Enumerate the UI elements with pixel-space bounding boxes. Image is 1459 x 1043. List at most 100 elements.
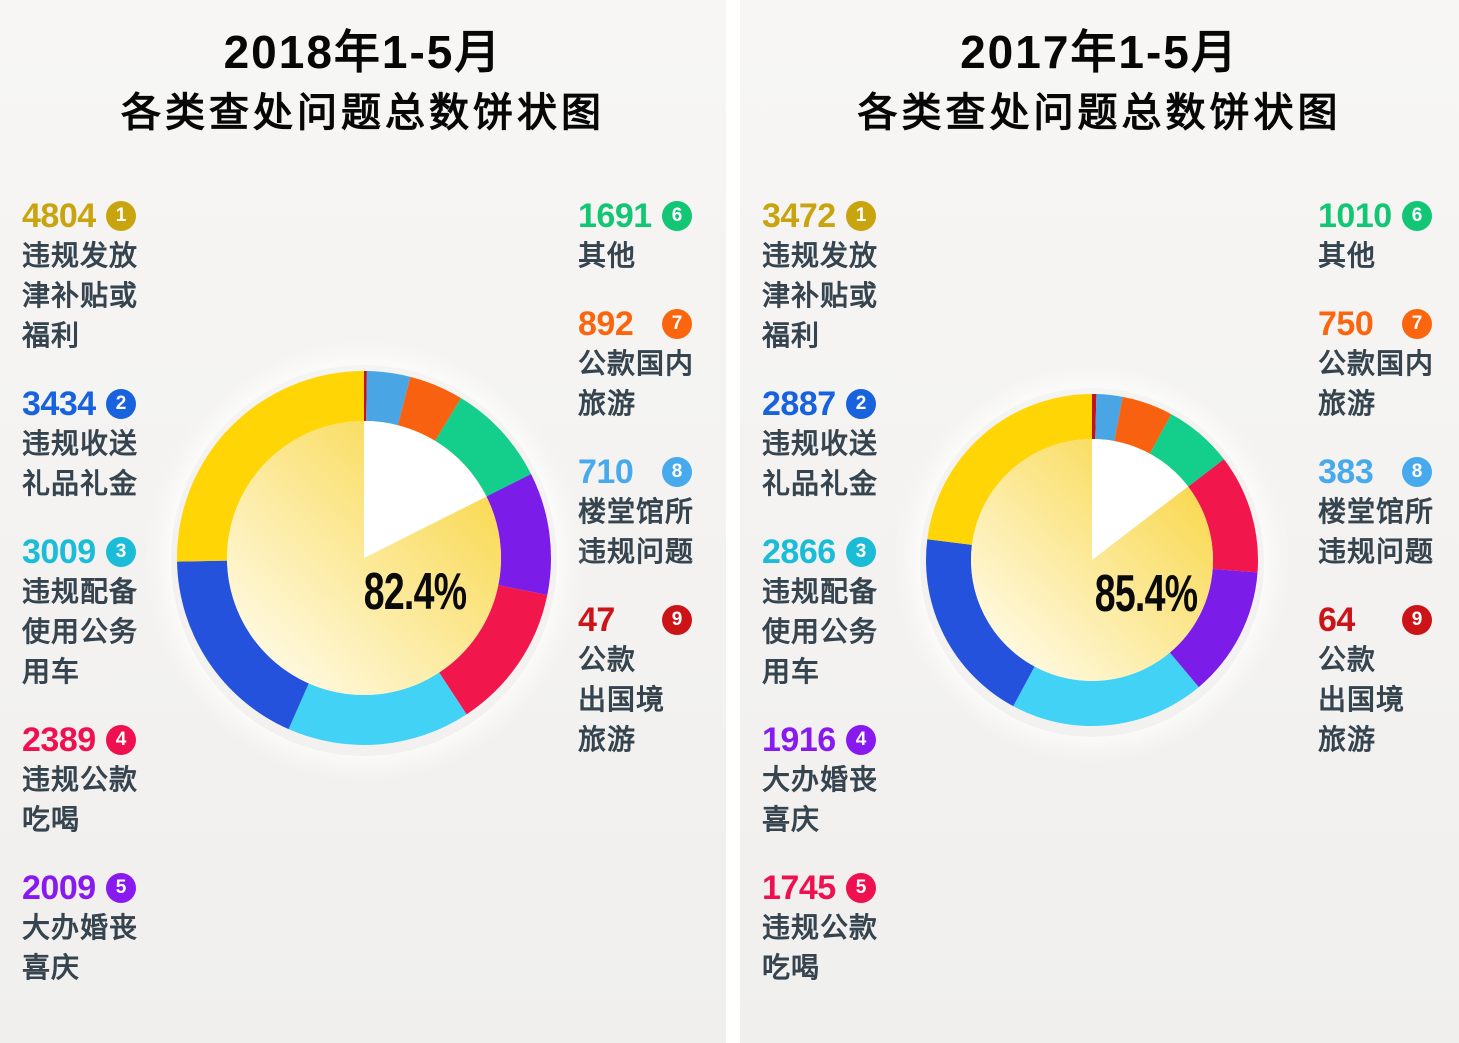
- legend-rank-badge: 5: [846, 873, 876, 903]
- legend-item: 710 8 楼堂馆所 违规问题: [578, 452, 728, 572]
- legend-value: 64: [1318, 600, 1355, 639]
- legend-item-head: 3434 2: [22, 384, 212, 424]
- legend-item: 1010 6 其他: [1318, 196, 1459, 276]
- legend-label-line: 旅游: [578, 388, 637, 419]
- legend-label-line: 旅游: [1318, 388, 1377, 419]
- legend-label: 公款 出国境 旅游: [1318, 640, 1459, 760]
- chart-title-line1: 2018年1-5月: [223, 26, 503, 78]
- legend-item: 47 9 公款 出国境 旅游: [578, 600, 728, 760]
- legend-rank-badge: 1: [846, 201, 876, 231]
- legend-value: 383: [1318, 452, 1374, 491]
- legend-item: 2866 3 违规配备使用公务用车: [762, 532, 952, 692]
- legend-item: 750 7 公款国内 旅游: [1318, 304, 1459, 424]
- legend-item-head: 383 8: [1318, 452, 1459, 492]
- legend-label: 违规配备 使用公务 用车: [22, 572, 212, 692]
- legend-item-head: 47 9: [578, 600, 728, 640]
- donut-slice-rank-2: [925, 539, 1035, 707]
- legend-label: 其他: [1318, 236, 1459, 276]
- legend-item: 2887 2 违规收送礼品礼金: [762, 384, 952, 504]
- legend-label-line: 津补贴或: [22, 280, 139, 311]
- legend-label-line: 大办婚丧: [762, 764, 879, 795]
- legend-label-line: 喜庆: [22, 952, 81, 983]
- legend-label: 违规公款 吃喝: [762, 908, 952, 988]
- legend-item-head: 64 9: [1318, 600, 1459, 640]
- legend-value: 2887: [762, 384, 836, 423]
- legend-value: 3472: [762, 196, 836, 235]
- legend-rank-badge: 4: [846, 725, 876, 755]
- legend-rank-badge: 3: [846, 537, 876, 567]
- donut-slice-rank-8: [1095, 394, 1123, 442]
- legend-rank-badge: 1: [106, 201, 136, 231]
- legend-label-line: 旅游: [1318, 724, 1377, 755]
- legend-label: 违规收送 礼品礼金: [22, 424, 212, 504]
- legend-label-line: 用车: [762, 656, 821, 687]
- legend-column-right: 1010 6 其他 750 7 公款国内 旅游 383 8 楼堂馆所 违规问题 64…: [1318, 196, 1459, 788]
- legend-rank-badge: 9: [1402, 605, 1432, 635]
- legend-value: 4804: [22, 196, 96, 235]
- legend-label-line: 出国境: [1318, 684, 1406, 715]
- donut-svg: [925, 394, 1258, 727]
- legend-label: 违规配备使用公务用车: [762, 572, 952, 692]
- legend-rank-badge: 7: [1402, 309, 1432, 339]
- legend-label-line: 违规发放: [762, 240, 879, 271]
- legend-label-line: 违规配备: [762, 576, 879, 607]
- donut-slice-rank-6: [435, 398, 532, 497]
- legend-label: 公款国内 旅游: [1318, 344, 1459, 424]
- legend-item-head: 710 8: [578, 452, 728, 492]
- legend-item: 892 7 公款国内 旅游: [578, 304, 728, 424]
- chart-panel-2017: 2017年1-5月 各类查处问题总数饼状图 3472 1 违规发放 津补贴或 福利 …: [740, 0, 1459, 1043]
- legend-label-line: 津补贴或: [762, 280, 879, 311]
- donut-slice-rank-3: [1013, 652, 1199, 727]
- donut-slice-rank-5: [486, 474, 551, 596]
- legend-item-head: 3472 1: [762, 196, 952, 236]
- legend-label-line: 喜庆: [762, 804, 821, 835]
- legend-item-head: 2866 3: [762, 532, 952, 572]
- legend-label-line: 使用公务: [22, 616, 139, 647]
- legend-item: 3472 1 违规发放 津补贴或 福利: [762, 196, 952, 356]
- legend-item: 3434 2 违规收送 礼品礼金: [22, 384, 212, 504]
- legend-item-head: 4804 1: [22, 196, 212, 236]
- legend-label-line: 违规发放: [22, 240, 139, 271]
- legend-label-line: 违规收送: [22, 428, 139, 459]
- legend-value: 1010: [1318, 196, 1392, 235]
- legend-label: 大办婚丧 喜庆: [22, 908, 212, 988]
- legend-label-line: 其他: [578, 240, 637, 271]
- legend-value: 47: [578, 600, 615, 639]
- donut-slice-rank-7: [1114, 396, 1172, 454]
- legend-label-line: 福利: [22, 320, 81, 351]
- donut-chart-2018: [171, 365, 557, 756]
- donut-slice-rank-4: [439, 585, 548, 715]
- center-percentage-2018: 82.4%: [363, 563, 467, 621]
- legend-label-line: 公款国内: [578, 348, 695, 379]
- legend-item: 1691 6 其他: [578, 196, 728, 276]
- chart-title-line2: 各类查处问题总数饼状图: [857, 91, 1342, 135]
- legend-item-head: 750 7: [1318, 304, 1459, 344]
- legend-item-head: 2389 4: [22, 720, 212, 760]
- legend-value: 1745: [762, 868, 836, 907]
- legend-label-line: 用车: [22, 656, 81, 687]
- inner-pie-missing-wedge: [1092, 439, 1189, 560]
- donut-slice-rank-9: [1092, 394, 1097, 440]
- donut-slice-rank-1: [176, 371, 364, 562]
- legend-label-line: 大办婚丧: [22, 912, 139, 943]
- legend-label-line: 违规收送: [762, 428, 879, 459]
- legend-label: 违规发放津补贴或福利: [22, 236, 212, 356]
- donut-slice-rank-6: [1149, 414, 1224, 487]
- inner-pie-missing-wedge: [364, 421, 487, 558]
- legend-rank-badge: 2: [846, 389, 876, 419]
- legend-label: 其他: [578, 236, 728, 276]
- legend-item: 2389 4 违规公款 吃喝: [22, 720, 212, 840]
- legend-label-line: 楼堂馆所: [578, 496, 695, 527]
- donut-slice-rank-2: [177, 560, 309, 730]
- legend-value: 710: [578, 452, 634, 491]
- legend-label-line: 其他: [1318, 240, 1377, 271]
- legend-label: 违规公款 吃喝: [22, 760, 212, 840]
- legend-label-line: 礼品礼金: [762, 468, 879, 499]
- legend-label-line: 使用公务: [762, 616, 879, 647]
- center-percentage-2017: 85.4%: [1094, 565, 1198, 623]
- chart-title-2018: 2018年1-5月 各类查处问题总数饼状图: [0, 20, 726, 142]
- legend-rank-badge: 8: [1402, 457, 1432, 487]
- chart-panel-2018: 2018年1-5月 各类查处问题总数饼状图 4804 1 违规发放 津补贴或 福利 …: [0, 0, 726, 1043]
- legend-value: 3009: [22, 532, 96, 571]
